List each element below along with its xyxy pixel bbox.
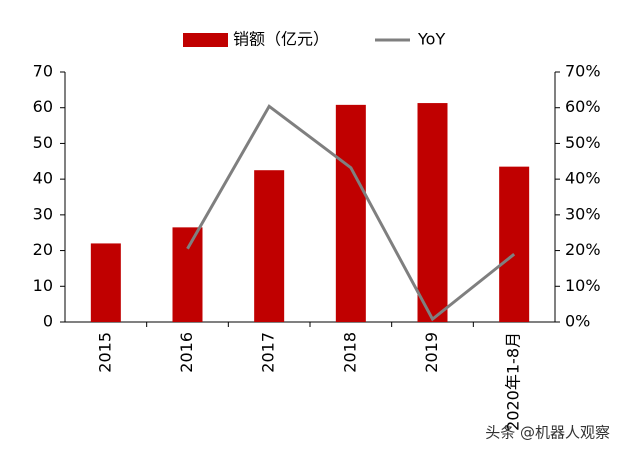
- y2-tick-label: 60%: [565, 97, 601, 116]
- y-tick-label: 20: [33, 240, 53, 259]
- y-tick-label: 40: [33, 169, 53, 188]
- legend-swatch: [183, 33, 228, 47]
- bar: [335, 104, 366, 322]
- bar: [172, 227, 203, 322]
- x-tick-label: 2018: [340, 332, 359, 373]
- x-tick-label: 2020年1-8月: [504, 332, 523, 431]
- y-tick-label: 70: [33, 62, 53, 81]
- x-tick-label: 2019: [422, 332, 441, 373]
- x-tick-label: 2017: [259, 332, 278, 373]
- watermark: 头条 @机器人观察: [485, 424, 610, 442]
- y2-tick-label: 0%: [565, 312, 590, 331]
- y-tick-label: 50: [33, 133, 53, 152]
- y-tick-label: 30: [33, 204, 53, 223]
- legend-label: YoY: [417, 30, 445, 49]
- x-tick-label: 2015: [95, 332, 114, 373]
- y-tick-label: 0: [43, 312, 53, 331]
- line: [186, 104, 516, 322]
- y2-tick-label: 70%: [565, 62, 601, 81]
- y-tick-label: 10: [33, 276, 53, 295]
- y-tick-label: 60: [33, 97, 53, 116]
- bar: [254, 170, 285, 322]
- legend-label: 销额（亿元）: [233, 30, 329, 49]
- y2-tick-label: 40%: [565, 169, 601, 188]
- bar: [417, 103, 448, 322]
- y2-tick-label: 30%: [565, 204, 601, 223]
- x-tick-label: 2016: [177, 332, 196, 373]
- bar: [499, 166, 530, 322]
- y2-tick-label: 50%: [565, 133, 601, 152]
- y2-tick-label: 20%: [565, 240, 601, 259]
- bar: [90, 243, 121, 322]
- y2-tick-label: 10%: [565, 276, 601, 295]
